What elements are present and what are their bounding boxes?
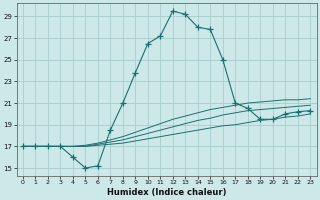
X-axis label: Humidex (Indice chaleur): Humidex (Indice chaleur) [107,188,226,197]
